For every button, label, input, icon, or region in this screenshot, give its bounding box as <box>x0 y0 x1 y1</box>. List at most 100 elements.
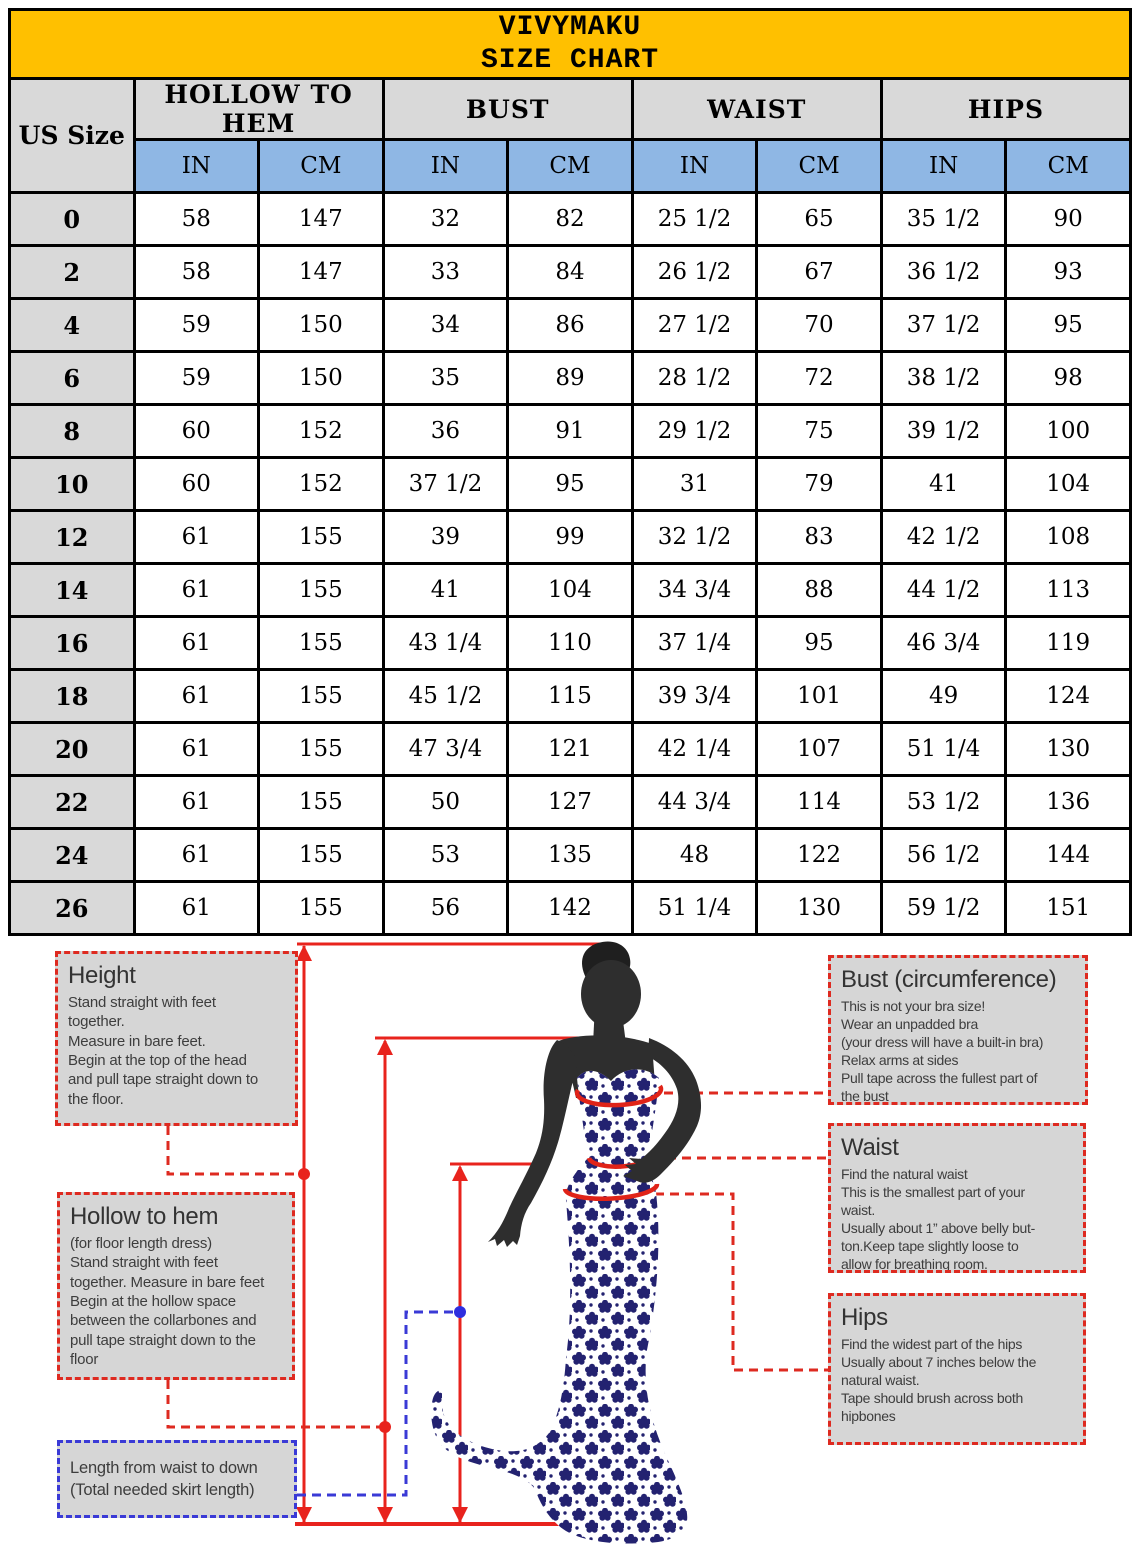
us-size-cell: 20 <box>8 721 136 777</box>
size-row: 4 59 150 34 86 27 1/2 70 37 1/2 95 <box>8 297 1132 353</box>
us-size-cell: 10 <box>8 456 136 512</box>
bust-cm-cell: 110 <box>506 615 634 671</box>
us-size-cell: 22 <box>8 774 136 830</box>
hollow-cm-cell: 155 <box>257 509 385 565</box>
height-note: Height Stand straight with feet together… <box>55 951 298 1126</box>
hollow-note-body: (for floor length dress) Stand straight … <box>70 1235 265 1369</box>
up-arrow-icon <box>452 1165 468 1181</box>
brand-name: VIVYMAKU <box>498 12 642 44</box>
unit-in: IN <box>630 138 759 194</box>
hips-in-cell: 35 1/2 <box>879 191 1008 247</box>
waist-in-cell: 29 1/2 <box>630 403 759 459</box>
waist-cm-cell: 101 <box>755 668 883 724</box>
skirt-length-note: Length from waist to down (Total needed … <box>57 1440 297 1518</box>
waist-in-cell: 26 1/2 <box>630 244 759 300</box>
hips-in-cell: 38 1/2 <box>879 350 1008 406</box>
bust-cm-cell: 127 <box>506 774 634 830</box>
us-size-cell: 24 <box>8 827 136 883</box>
us-size-cell: 2 <box>8 244 136 300</box>
hips-cm-cell: 113 <box>1004 562 1132 618</box>
hips-cm-cell: 95 <box>1004 297 1132 353</box>
bust-note: Bust (circumference) This is not your br… <box>828 955 1088 1105</box>
size-row: 22 61 155 50 127 44 3/4 114 53 1/2 136 <box>8 774 1132 830</box>
waist-cm-cell: 107 <box>755 721 883 777</box>
hollow-in-cell: 61 <box>132 509 261 565</box>
bust-in-cell: 36 <box>381 403 510 459</box>
hollow-cm-cell: 155 <box>257 827 385 883</box>
size-table-body: 0 58 147 32 82 25 1/2 65 35 1/2 90 2 58 … <box>8 191 1132 936</box>
size-row: 0 58 147 32 82 25 1/2 65 35 1/2 90 <box>8 191 1132 247</box>
waist-cm-cell: 114 <box>755 774 883 830</box>
bust-in-cell: 35 <box>381 350 510 406</box>
hollow-cm-cell: 152 <box>257 403 385 459</box>
height-dot <box>298 1168 310 1180</box>
down-arrow-icon <box>377 1507 393 1523</box>
bust-in-cell: 39 <box>381 509 510 565</box>
waist-cm-cell: 83 <box>755 509 883 565</box>
hollow-in-cell: 61 <box>132 721 261 777</box>
us-size-cell: 0 <box>8 191 136 247</box>
unit-row: IN CM IN CM IN CM IN CM <box>10 138 1132 194</box>
hollow-cm-cell: 155 <box>257 615 385 671</box>
hips-note: Hips Find the widest part of the hips Us… <box>828 1293 1086 1445</box>
size-row: 24 61 155 53 135 48 122 56 1/2 144 <box>8 827 1132 883</box>
us-size-cell: 6 <box>8 350 136 406</box>
size-chart-table: VIVYMAKU SIZE CHART US Size HOLLOW TO HE… <box>8 8 1133 936</box>
arms <box>488 1038 702 1247</box>
bust-cm-cell: 104 <box>506 562 634 618</box>
right-arm <box>623 1038 702 1183</box>
hollow-to-hem-header: HOLLOW TO HEM <box>132 77 385 141</box>
hollow-in-cell: 59 <box>132 350 261 406</box>
size-row: 18 61 155 45 1/2 115 39 3/4 101 49 124 <box>8 668 1132 724</box>
bust-cm-cell: 82 <box>506 191 634 247</box>
size-row: 20 61 155 47 3/4 121 42 1/4 107 51 1/4 1… <box>8 721 1132 777</box>
hollow-cm-cell: 150 <box>257 297 385 353</box>
bust-in-cell: 37 1/2 <box>381 456 510 512</box>
hollow-to-hem-note: Hollow to hem (for floor length dress) S… <box>57 1192 295 1380</box>
hips-cm-cell: 98 <box>1004 350 1132 406</box>
size-row: 6 59 150 35 89 28 1/2 72 38 1/2 98 <box>8 350 1132 406</box>
waist-cm-cell: 122 <box>755 827 883 883</box>
hips-in-cell: 51 1/4 <box>879 721 1008 777</box>
bust-cm-cell: 142 <box>506 880 634 936</box>
hollow-cm-cell: 155 <box>257 562 385 618</box>
skirt-length-connector <box>297 1310 454 1497</box>
hollow-cm-cell: 155 <box>257 880 385 936</box>
hips-in-cell: 39 1/2 <box>879 403 1008 459</box>
bust-in-cell: 34 <box>381 297 510 353</box>
hips-in-cell: 41 <box>879 456 1008 512</box>
hips-in-cell: 37 1/2 <box>879 297 1008 353</box>
waist-header: WAIST <box>630 77 883 141</box>
waist-cm-cell: 79 <box>755 456 883 512</box>
waist-in-cell: 34 3/4 <box>630 562 759 618</box>
bust-cm-cell: 95 <box>506 456 634 512</box>
hollow-note-title: Hollow to hem <box>70 1203 219 1230</box>
waist-note-title: Waist <box>841 1134 899 1161</box>
arrowheads <box>296 945 468 1523</box>
skirt-length-dot <box>454 1306 466 1318</box>
hips-in-cell: 46 3/4 <box>879 615 1008 671</box>
down-arrow-icon <box>452 1507 468 1523</box>
bust-note-body: This is not your bra size! Wear an unpad… <box>841 998 1044 1105</box>
size-row: 16 61 155 43 1/4 110 37 1/4 95 46 3/4 11… <box>8 615 1132 671</box>
hips-cm-cell: 108 <box>1004 509 1132 565</box>
bust-ring <box>574 1084 664 1108</box>
hollow-cm-cell: 150 <box>257 350 385 406</box>
size-row: 26 61 155 56 142 51 1/4 130 59 1/2 151 <box>8 880 1132 936</box>
red-connectors <box>166 1091 828 1429</box>
brand-banner: VIVYMAKU SIZE CHART <box>8 8 1132 80</box>
hollow-in-cell: 60 <box>132 456 261 512</box>
hips-cm-cell: 144 <box>1004 827 1132 883</box>
hips-in-cell: 56 1/2 <box>879 827 1008 883</box>
waist-cm-cell: 72 <box>755 350 883 406</box>
hollow-dot <box>379 1421 391 1433</box>
size-row: 12 61 155 39 99 32 1/2 83 42 1/2 108 <box>8 509 1132 565</box>
waist-in-cell: 32 1/2 <box>630 509 759 565</box>
hollow-in-cell: 61 <box>132 880 261 936</box>
us-size-cell: 16 <box>8 615 136 671</box>
bust-in-cell: 53 <box>381 827 510 883</box>
us-size-header: US Size <box>8 77 136 194</box>
hollow-in-cell: 59 <box>132 297 261 353</box>
us-size-cell: 14 <box>8 562 136 618</box>
height-connector <box>166 1126 300 1176</box>
